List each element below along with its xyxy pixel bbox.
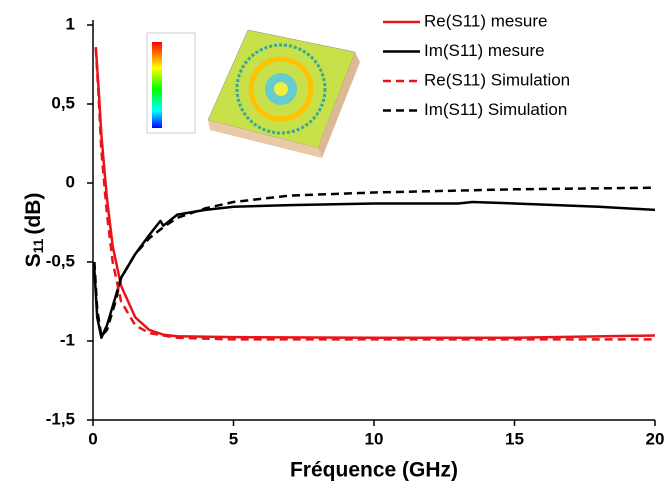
x-tick-label: 15 (505, 429, 524, 448)
y-label-unit: (dB) (22, 193, 45, 235)
y-tick-label: -1 (60, 330, 75, 349)
x-tick-label: 0 (88, 429, 97, 448)
x-tick-label: 5 (229, 429, 238, 448)
y-tick-label: 0 (66, 172, 75, 191)
series-line (94, 48, 655, 341)
x-tick-label: 10 (365, 429, 384, 448)
legend-label: Re(S11) Simulation (424, 70, 570, 89)
inset-image (146, 29, 360, 158)
x-axis-label: Fréquence (GHz) (290, 459, 458, 482)
legend-label: Re(S11) mesure (424, 11, 547, 30)
y-tick-label: 0,5 (51, 93, 75, 112)
series-line (93, 200, 656, 340)
y-tick-label: -0,5 (46, 251, 75, 270)
y-label-symbol: S (22, 253, 45, 267)
y-tick-label: 1 (66, 14, 75, 33)
y-label-subscript: 11 (30, 238, 46, 253)
y-axis-label: S11 (dB) (22, 193, 46, 268)
legend-label: Im(S11) Simulation (424, 100, 567, 119)
x-tick-label: 20 (646, 429, 665, 448)
y-tick-label: -1,5 (46, 409, 75, 428)
series-line (93, 186, 656, 338)
legend-label: Im(S11) mesure (424, 41, 545, 60)
